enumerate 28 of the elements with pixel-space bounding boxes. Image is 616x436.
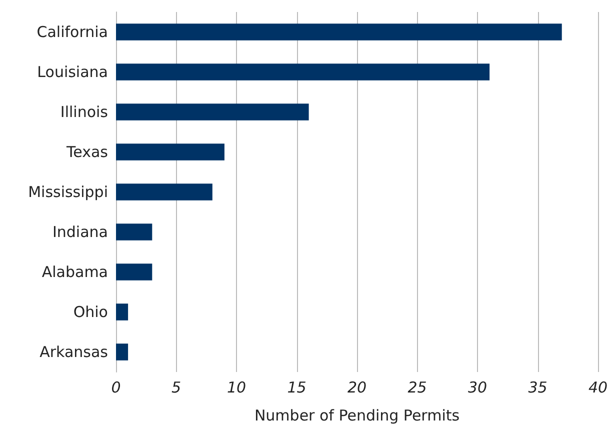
bar — [116, 64, 490, 80]
x-tick-label: 35 — [528, 378, 548, 396]
x-tick-label: 15 — [287, 378, 306, 396]
bar — [116, 104, 309, 120]
x-tick-label: 20 — [347, 378, 367, 396]
bar — [116, 224, 152, 240]
x-tick-label: 0 — [111, 378, 121, 396]
bar — [116, 184, 212, 200]
x-tick-label: 40 — [588, 378, 608, 396]
x-tick-label: 10 — [226, 378, 246, 396]
bar — [116, 304, 128, 320]
bar — [116, 264, 152, 280]
y-tick-label: Arkansas — [40, 343, 108, 361]
y-tick-label: Alabama — [42, 263, 108, 281]
x-tick-label: 30 — [468, 378, 488, 396]
y-tick-label: Texas — [66, 143, 108, 161]
y-tick-label: Mississippi — [28, 183, 108, 201]
y-tick-label: Indiana — [52, 223, 108, 241]
bar — [116, 24, 562, 40]
y-tick-label: Ohio — [73, 303, 108, 321]
x-tick-label: 25 — [408, 378, 427, 396]
x-axis-title: Number of Pending Permits — [254, 406, 460, 424]
bar — [116, 344, 128, 360]
x-tick-label: 5 — [171, 378, 182, 396]
y-tick-label: Louisiana — [37, 63, 108, 81]
bar — [116, 144, 224, 160]
y-tick-label: Illinois — [60, 103, 108, 121]
y-tick-label: California — [36, 23, 108, 41]
